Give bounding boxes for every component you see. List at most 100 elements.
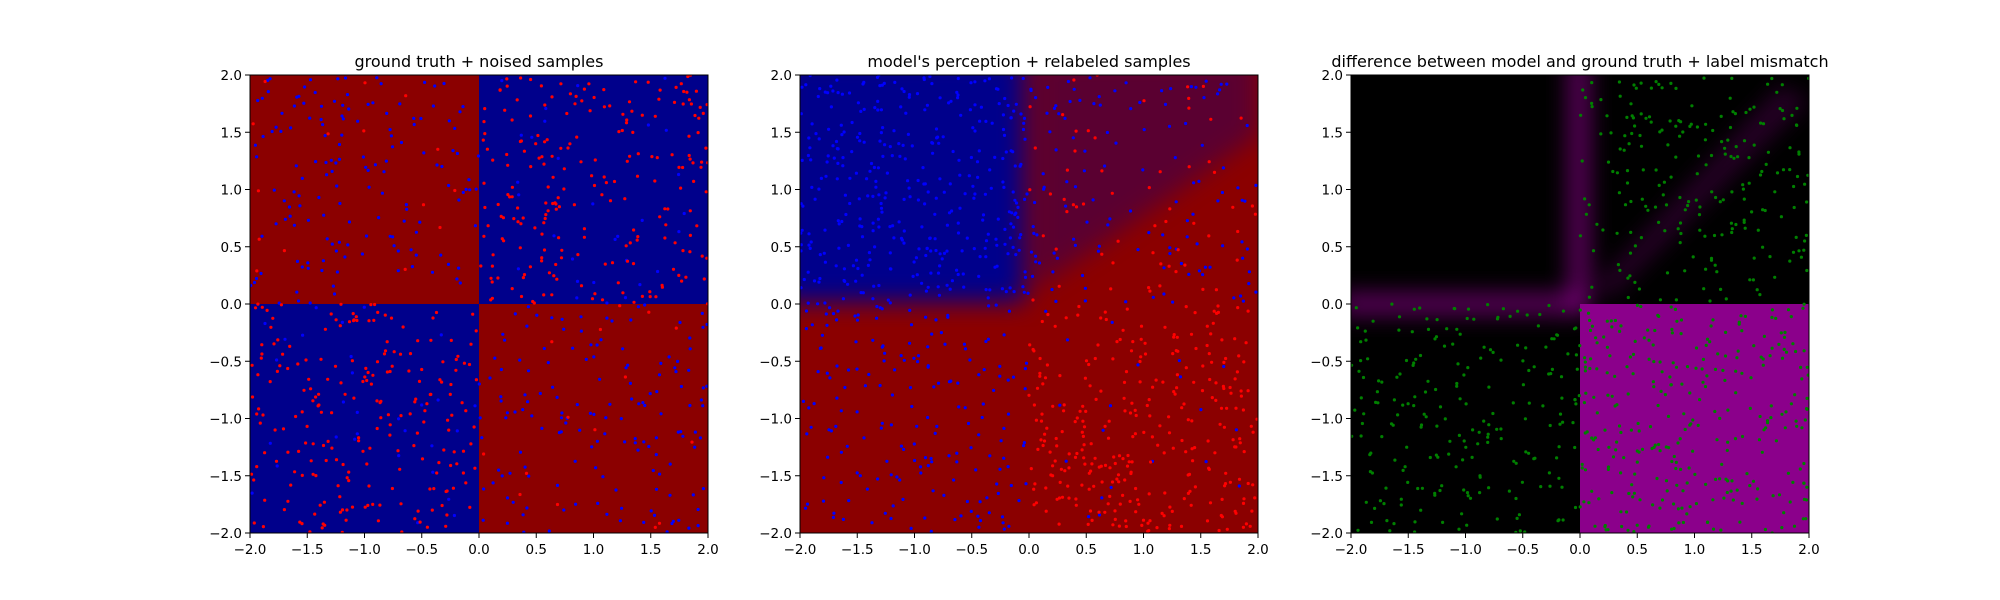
scatter-point [496, 202, 500, 207]
scatter-point [1174, 200, 1178, 204]
scatter-point [499, 395, 503, 399]
scatter-point [953, 518, 957, 522]
scatter-point [1203, 265, 1207, 269]
scatter-point [471, 312, 475, 316]
scatter-point [456, 354, 460, 358]
scatter-point [477, 382, 481, 386]
scatter-point [1761, 122, 1766, 126]
scatter-point [951, 149, 955, 154]
scatter-point [969, 509, 973, 513]
scatter-points [800, 75, 1258, 533]
scatter-point [1023, 137, 1027, 141]
scatter-point [1723, 378, 1727, 382]
scatter-point [800, 85, 804, 89]
scatter-point [1099, 316, 1103, 320]
scatter-point [1067, 496, 1071, 500]
scatter-point [500, 237, 504, 241]
scatter-point [1035, 233, 1039, 237]
scatter-point [1107, 419, 1111, 423]
y-tick-label: 0.0 [1322, 297, 1343, 313]
scatter-point [1635, 303, 1639, 307]
scatter-point [831, 144, 835, 148]
scatter-point [1678, 134, 1682, 138]
scatter-point [1353, 408, 1357, 412]
scatter-point [936, 285, 940, 289]
scatter-point [1354, 306, 1358, 310]
y-tick-label: 0.5 [771, 240, 792, 256]
scatter-point [1199, 408, 1203, 412]
scatter-point [543, 119, 547, 123]
scatter-point [621, 291, 625, 295]
scatter-point [831, 89, 835, 93]
scatter-point [1669, 383, 1673, 387]
scatter-point [1723, 146, 1727, 150]
scatter-point [379, 416, 383, 420]
scatter-point [1074, 129, 1078, 133]
scatter-point [1466, 366, 1470, 370]
scatter-point [531, 299, 535, 304]
scatter-point [593, 428, 597, 432]
scatter-point [595, 343, 599, 347]
scatter-point [1719, 528, 1723, 532]
scatter-point [679, 430, 683, 434]
scatter-point [1054, 299, 1058, 303]
scatter-point [1588, 318, 1592, 322]
scatter-point [1187, 96, 1191, 100]
y-axis: −2.0−1.5−1.0−0.50.00.51.01.52.0 [759, 68, 800, 542]
scatter-point [457, 198, 461, 202]
scatter-point [340, 508, 345, 512]
scatter-point [1801, 517, 1805, 521]
scatter-point [1044, 309, 1048, 313]
scatter-point [1573, 445, 1577, 450]
scatter-point [1640, 197, 1644, 201]
scatter-point [321, 443, 326, 448]
x-tick-label: −1.0 [348, 542, 381, 558]
scatter-point [1577, 394, 1581, 398]
scatter-point [1650, 446, 1654, 451]
scatter-point [1236, 229, 1240, 234]
scatter-point [1142, 128, 1146, 132]
scatter-point [1062, 197, 1066, 201]
scatter-point [1083, 299, 1087, 303]
scatter-point [1044, 486, 1048, 490]
scatter-point [1126, 453, 1130, 458]
scatter-point [275, 464, 279, 468]
scatter-point [1647, 357, 1651, 361]
scatter-point [1726, 408, 1730, 412]
scatter-point [635, 174, 640, 178]
scatter-point [408, 352, 413, 356]
scatter-point [1171, 300, 1175, 304]
scatter-point [1424, 415, 1428, 419]
scatter-point [902, 358, 906, 362]
scatter-point [369, 382, 373, 386]
scatter-point [413, 400, 417, 404]
scatter-point [1007, 309, 1012, 313]
scatter-point [1597, 497, 1601, 501]
scatter-point [505, 411, 509, 415]
scatter-point [841, 164, 845, 168]
scatter-point [300, 176, 304, 180]
scatter-point [688, 209, 692, 213]
scatter-point [889, 423, 894, 427]
scatter-point [922, 182, 926, 186]
scatter-point [1036, 447, 1040, 451]
scatter-point [467, 362, 472, 367]
scatter-point [1658, 449, 1662, 453]
scatter-point [1398, 372, 1402, 376]
scatter-point [1254, 290, 1258, 294]
scatter-point [648, 295, 652, 299]
scatter-point [1131, 340, 1135, 344]
scatter-point [1592, 395, 1596, 399]
scatter-point [668, 493, 672, 497]
scatter-point [827, 127, 831, 131]
scatter-point [1674, 298, 1678, 302]
scatter-point [1486, 432, 1490, 436]
scatter-point [1233, 445, 1237, 449]
scatter-point [895, 475, 899, 479]
scatter-point [700, 254, 704, 258]
scatter-point [451, 486, 455, 490]
scatter-point [1619, 471, 1623, 475]
scatter-point [1055, 497, 1059, 501]
scatter-point [1725, 448, 1729, 452]
scatter-point [988, 454, 992, 458]
